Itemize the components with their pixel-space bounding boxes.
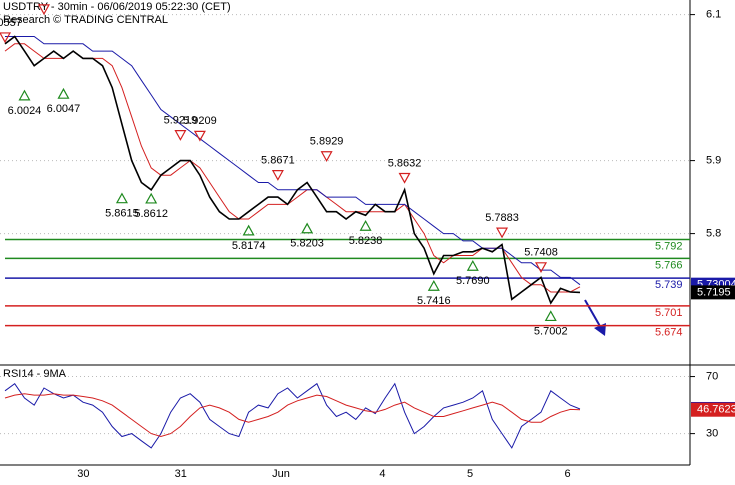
pivot-label: 5.8632 [388, 157, 422, 169]
y-tick-label: 6.1 [706, 9, 721, 21]
pivot-label: 5.7690 [456, 275, 490, 287]
pivot-marker [359, 219, 372, 231]
pivot-label: 6.0557 [0, 17, 22, 29]
value-tag [691, 285, 735, 300]
value-tag-label: 5.7195 [697, 286, 731, 298]
pivot-label: 6.0941 [27, 0, 61, 1]
pivot-marker [466, 259, 479, 271]
pivot-label: 5.9219 [164, 115, 198, 127]
pivot-marker [534, 262, 548, 274]
pivot-label: 6.0047 [47, 103, 81, 115]
series-line [4, 382, 581, 449]
pivot-label: 5.9209 [183, 115, 217, 127]
pivot-label: 6.0024 [8, 105, 42, 117]
y-tick-label: 30 [706, 428, 718, 440]
pivot-marker [18, 89, 31, 101]
pivot-label: 5.8203 [290, 238, 324, 250]
series-line [4, 393, 581, 438]
pivot-marker [0, 32, 12, 44]
level-label: 5.674 [655, 326, 683, 338]
level-label: 5.766 [655, 259, 683, 271]
pivot-marker [115, 192, 128, 204]
pivot-label: 5.7883 [485, 212, 519, 224]
pivot-marker [242, 224, 255, 236]
pivot-label: 5.8174 [232, 240, 266, 252]
pivot-label: 5.7002 [534, 325, 568, 337]
x-tick-label: Jun [272, 468, 290, 480]
value-tag [691, 402, 735, 417]
pivot-label: 5.8615 [105, 208, 139, 220]
pivot-marker [57, 87, 70, 99]
x-tick-label: 30 [77, 468, 89, 480]
pivot-marker [174, 130, 187, 141]
rsi-title: RSI14 - 9MA [3, 368, 67, 380]
chart-subtitle: Research © TRADING CENTRAL [3, 14, 168, 26]
y-tick-label: 5.8 [706, 228, 721, 240]
level-label: 5.701 [655, 307, 683, 319]
forecast-arrow [584, 299, 602, 329]
value-tag-label: 46.7623 [697, 404, 735, 416]
x-tick-label: 6 [565, 468, 571, 480]
y-tick-label: 70 [706, 370, 718, 382]
pivot-marker [145, 192, 158, 204]
level-label: 5.792 [655, 240, 683, 252]
series-line [4, 35, 581, 305]
pivot-label: 5.8238 [349, 235, 383, 247]
y-tick-label: 5.9 [706, 155, 721, 167]
pivot-label: 5.8671 [261, 155, 295, 167]
pivot-marker [427, 279, 440, 291]
pivot-marker [544, 310, 557, 322]
level-label: 5.739 [655, 279, 683, 291]
pivot-marker [301, 222, 314, 234]
pivot-marker [193, 130, 206, 142]
pivot-label: 5.7416 [417, 295, 451, 307]
pivot-label: 5.8612 [134, 208, 168, 220]
chart-title: USDTRY - 30min - 06/06/2019 05:22:30 (CE… [3, 1, 231, 13]
pivot-marker [398, 172, 411, 184]
pivot-marker [271, 170, 284, 181]
pivot-label: 5.7408 [524, 247, 558, 259]
x-tick-label: 31 [175, 468, 187, 480]
pivot-marker [496, 227, 509, 239]
pivot-marker [320, 151, 333, 163]
x-tick-label: 5 [467, 468, 473, 480]
pivot-label: 5.8929 [310, 136, 344, 148]
pivot-marker [37, 4, 51, 16]
x-tick-label: 4 [379, 468, 385, 480]
